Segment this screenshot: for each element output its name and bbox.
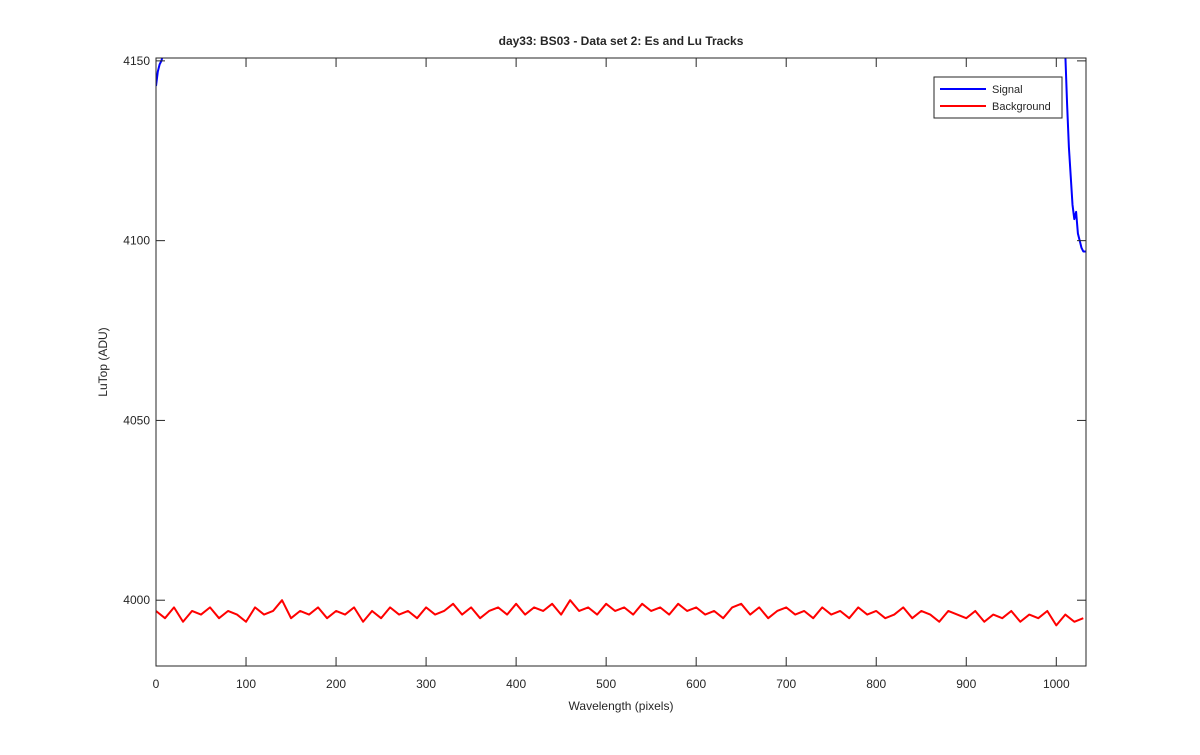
series-line: [156, 58, 1086, 253]
x-tick-label: 600: [686, 677, 706, 691]
x-tick-label: 100: [236, 677, 256, 691]
x-tick-label: 700: [776, 677, 796, 691]
x-tick-label: 0: [153, 677, 160, 691]
x-tick-label: 200: [326, 677, 346, 691]
x-tick-label: 300: [416, 677, 436, 691]
legend-label: Background: [992, 101, 1051, 113]
plot-lines: [156, 58, 1086, 627]
y-axis-label: LuTop (ADU): [96, 327, 110, 396]
x-tick-label: 900: [956, 677, 976, 691]
axes-box: [155, 57, 1087, 667]
legend-label: Signal: [992, 84, 1023, 96]
x-tick-label: 500: [596, 677, 616, 691]
chart-title: day33: BS03 - Data set 2: Es and Lu Trac…: [499, 34, 744, 48]
y-tick-label: 4000: [123, 593, 150, 607]
x-tick-label: 400: [506, 677, 526, 691]
legend-box: [933, 76, 1063, 119]
x-axis-label: Wavelength (pixels): [569, 699, 674, 713]
x-tick-label: 800: [866, 677, 886, 691]
x-tick-label: 1000: [1043, 677, 1070, 691]
y-tick-label: 4150: [123, 54, 150, 68]
plot-area: [156, 58, 1086, 666]
y-tick-label: 4050: [123, 413, 150, 427]
y-tick-label: 4100: [123, 234, 150, 248]
series-line: [156, 599, 1084, 627]
